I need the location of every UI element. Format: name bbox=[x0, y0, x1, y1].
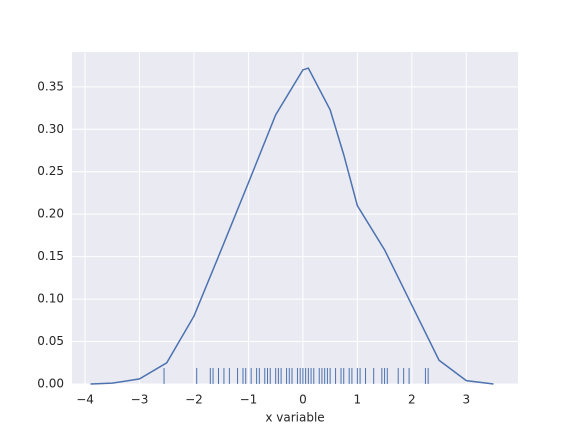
density-curve bbox=[90, 67, 494, 385]
x-tick-label: −3 bbox=[131, 393, 149, 407]
x-tick-label: 1 bbox=[354, 393, 362, 407]
x-tick-label: −4 bbox=[76, 393, 94, 407]
x-tick-label: 3 bbox=[462, 393, 470, 407]
y-tick-label: 0.00 bbox=[37, 377, 64, 391]
plot-area bbox=[72, 52, 518, 384]
y-tick-label: 0.05 bbox=[37, 334, 64, 348]
y-tick-label: 0.35 bbox=[37, 79, 64, 93]
y-tick-label: 0.25 bbox=[37, 164, 64, 178]
y-tick-label: 0.20 bbox=[37, 207, 64, 221]
x-tick-label: 2 bbox=[408, 393, 416, 407]
y-tick-label: 0.30 bbox=[37, 122, 64, 136]
y-tick-label: 0.10 bbox=[37, 292, 64, 306]
x-axis-label: x variable bbox=[265, 411, 324, 425]
x-tick-label: −1 bbox=[240, 393, 258, 407]
x-tick-label: −2 bbox=[185, 393, 203, 407]
x-tick-label: 0 bbox=[299, 393, 307, 407]
y-tick-label: 0.15 bbox=[37, 249, 64, 263]
